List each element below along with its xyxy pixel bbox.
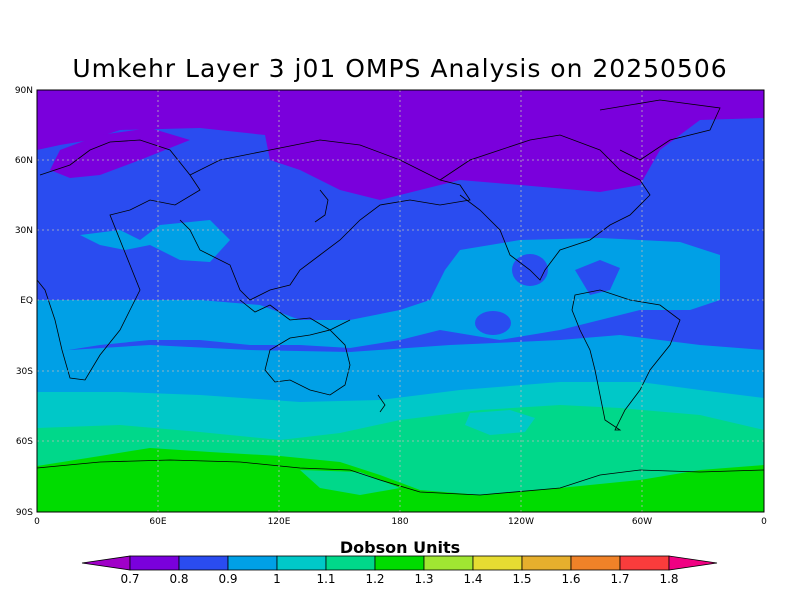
colorbar-tick-label: 1.7 (610, 572, 629, 586)
lon-label: 180 (391, 517, 408, 527)
blue-pocket-south (475, 311, 511, 335)
lat-label: 90N (15, 86, 33, 96)
band-green-coast (300, 470, 400, 495)
lon-label: 120W (508, 517, 534, 527)
colorbar-tick-label: 1.5 (512, 572, 531, 586)
colorbar-title: Dobson Units (340, 538, 460, 557)
lon-label: 120E (268, 517, 291, 527)
colorbar-arrow-high (668, 555, 718, 571)
band-purple-north (37, 90, 764, 200)
colorbar-swatch (276, 555, 327, 571)
lon-label: 60W (632, 517, 652, 527)
colorbar-swatch (227, 555, 278, 571)
colorbar-tick-label: 0.8 (169, 572, 188, 586)
grid-lines (37, 90, 764, 512)
ozone-field (37, 90, 764, 512)
lat-label: 60N (15, 156, 33, 166)
lat-label: 60S (16, 437, 33, 447)
colorbar-arrow-low (81, 555, 131, 571)
lat-label: 30S (16, 367, 33, 377)
colorbar-tick-label: 1.4 (463, 572, 482, 586)
colorbar-swatch (619, 555, 670, 571)
colorbar-swatch (178, 555, 229, 571)
colorbar-swatch (374, 555, 425, 571)
colorbar-tick-label: 1 (273, 572, 281, 586)
colorbar-swatch (570, 555, 621, 571)
band-green-antarctic (37, 448, 764, 512)
lat-label: EQ (20, 296, 33, 306)
lat-label: 30N (15, 226, 33, 236)
colorbar-tick-label: 1.3 (414, 572, 433, 586)
band-cyan-pocket (465, 410, 535, 435)
blue-pocket-atlantic (575, 260, 620, 295)
colorbar-tick-label: 0.9 (218, 572, 237, 586)
colorbar-tick-label: 1.8 (659, 572, 678, 586)
colorbar-tick-label: 1.1 (316, 572, 335, 586)
colorbar-tick-label: 0.7 (120, 572, 139, 586)
colorbar-swatch (472, 555, 523, 571)
colorbar-swatch (129, 555, 180, 571)
lon-label: 60E (149, 517, 166, 527)
lat-label: 90S (16, 508, 33, 518)
colorbar-tick-label: 1.2 (365, 572, 384, 586)
colorbar-swatch (521, 555, 572, 571)
colorbar-swatch (325, 555, 376, 571)
lat-axis: 90N 60N 30N EQ 30S 60S 90S (15, 86, 33, 518)
colorbar-tick-label: 1.6 (561, 572, 580, 586)
band-lightblue-india (80, 220, 230, 262)
band-lightblue-tropics (37, 238, 720, 355)
lon-label: 0 (761, 517, 767, 527)
map-frame (36, 89, 765, 513)
lon-axis: 0 60E 120E 180 120W 60W 0 (34, 517, 767, 527)
lon-label: 0 (34, 517, 40, 527)
band-purple-eurasia (50, 128, 190, 178)
colorbar: 0.7 0.8 0.9 1 1.1 1.2 1.3 1.4 1.5 1.6 1.7 1.8 (81, 555, 718, 586)
map-title: Umkehr Layer 3 j01 OMPS Analysis on 2025… (72, 54, 728, 83)
colorbar-swatch (423, 555, 474, 571)
